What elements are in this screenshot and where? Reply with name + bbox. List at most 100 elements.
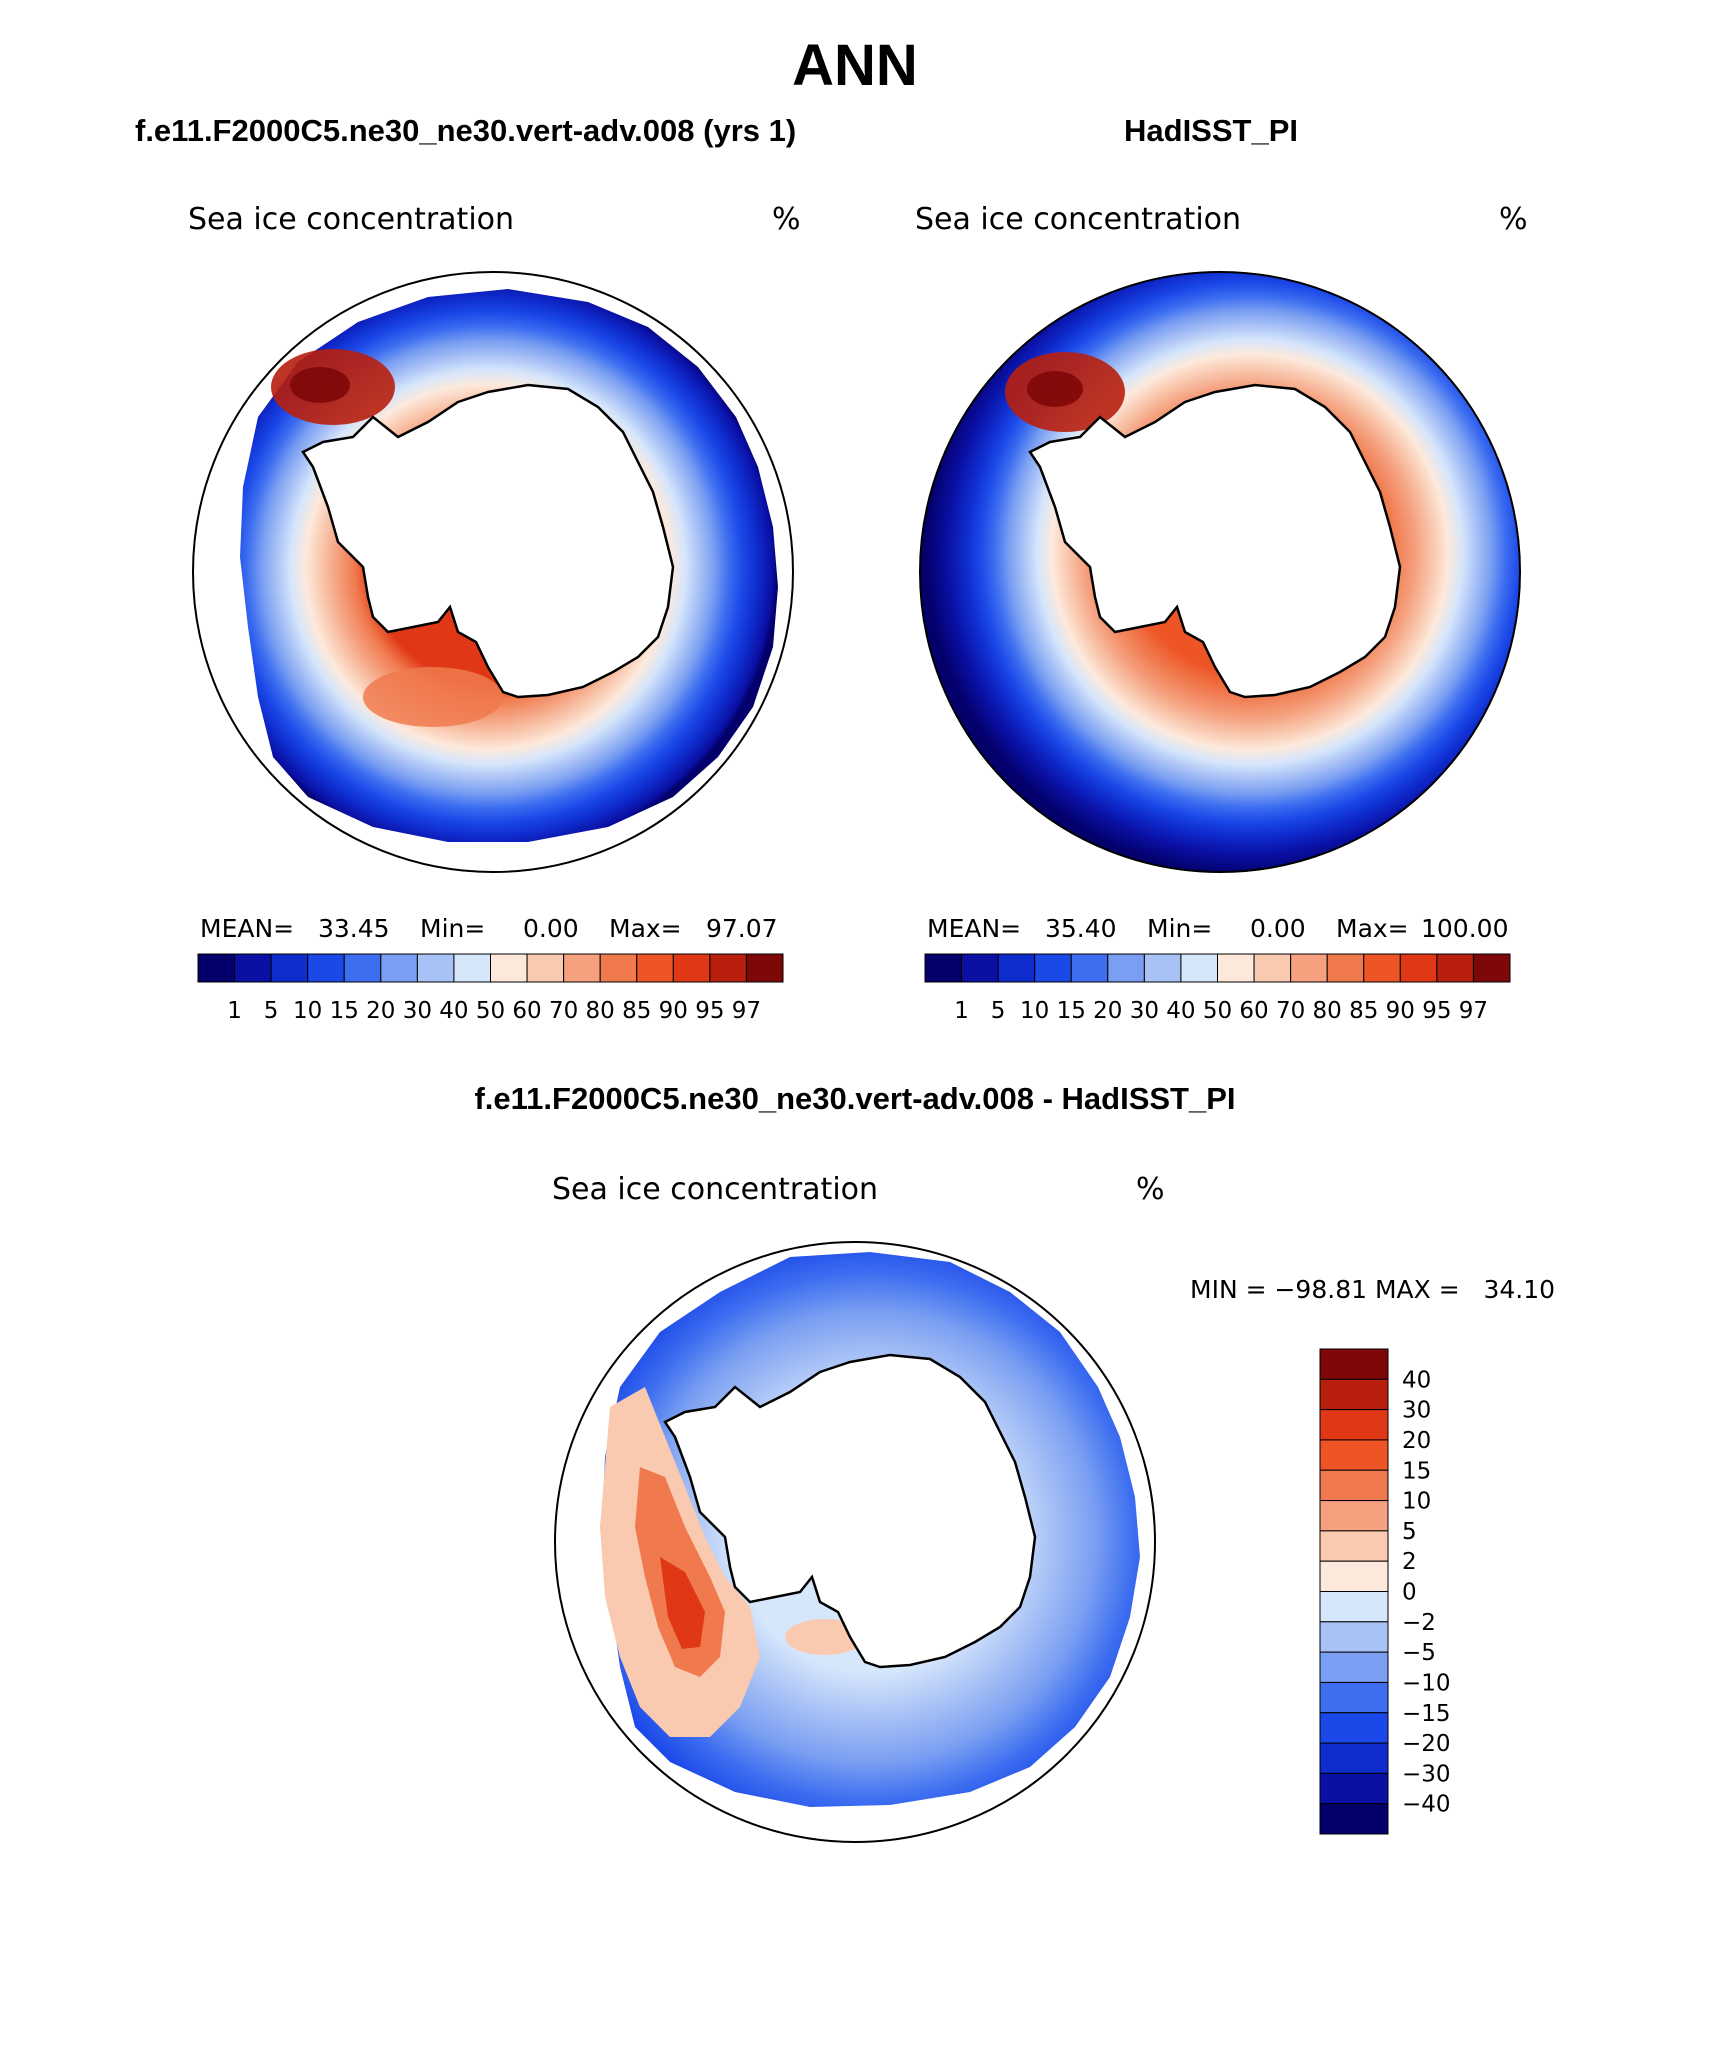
obs-polar-map <box>919 271 1521 873</box>
diff-colorbar-box <box>1319 1469 1389 1502</box>
obs-colorbar-tick-label: 20 <box>1093 998 1122 1024</box>
model-mean-label: MEAN= <box>200 914 295 943</box>
model-colorbar-box <box>563 953 601 983</box>
model-min-value: 0.00 <box>523 914 579 943</box>
diff-colorbar-box <box>1319 1530 1389 1562</box>
obs-min-value: 0.00 <box>1250 914 1306 943</box>
obs-colorbar-box <box>997 953 1036 983</box>
model-colorbar-tick-label: 85 <box>622 998 651 1024</box>
obs-colorbar-tick-label: 97 <box>1459 998 1488 1024</box>
obs-max-value: 100.00 <box>1421 914 1509 943</box>
model-panel-title: f.e11.F2000C5.ne30_ne30.vert-adv.008 (yr… <box>135 113 797 148</box>
obs-colorbar-box <box>1180 953 1218 983</box>
obs-colorbar-tick-label: 85 <box>1349 998 1378 1024</box>
diff-colorbar-box <box>1319 1500 1389 1532</box>
obs-colorbar-box <box>1107 953 1145 983</box>
diff-colorbar-tick-label: 10 <box>1402 1489 1431 1515</box>
obs-mean-value: 35.40 <box>1045 914 1117 943</box>
model-colorbar-box <box>599 953 638 983</box>
obs-colorbar-tick-label: 50 <box>1203 998 1232 1024</box>
model-max-label: Max= <box>609 914 682 943</box>
diff-colorbar-tick-label: −20 <box>1402 1731 1451 1757</box>
obs-colorbar-tick-label: 80 <box>1313 998 1342 1024</box>
model-colorbar-tick-label: 80 <box>586 998 615 1024</box>
model-colorbar-box <box>636 953 674 983</box>
diff-colorbar-box <box>1319 1803 1389 1835</box>
diff-colorbar-tick-label: 30 <box>1402 1398 1431 1424</box>
diff-colorbar-tick-label: 15 <box>1402 1458 1431 1484</box>
obs-colorbar-box <box>1326 953 1365 983</box>
obs-colorbar-tick-label: 1 <box>954 998 969 1024</box>
obs-min-label: Min= <box>1147 914 1213 943</box>
model-colorbar-box <box>453 953 491 983</box>
obs-colorbar-box <box>1034 953 1072 983</box>
diff-minmax-text: MIN = −98.81 MAX = 34.10 <box>1190 1275 1556 1304</box>
obs-panel-title: HadISST_PI <box>1124 113 1298 148</box>
obs-colorbar-tick-label: 90 <box>1386 998 1415 1024</box>
model-colorbar-box <box>270 953 309 983</box>
obs-colorbar-tick-label: 30 <box>1130 998 1159 1024</box>
obs-colorbar-box <box>1143 953 1182 983</box>
model-colorbar-box <box>526 953 565 983</box>
model-colorbar-box <box>709 953 747 983</box>
model-antarctica <box>301 383 675 699</box>
diff-colorbar-tick-label: −5 <box>1402 1640 1436 1666</box>
model-colorbar-box <box>672 953 711 983</box>
model-colorbar-tick-label: 1 <box>227 998 242 1024</box>
obs-mean-label: MEAN= <box>927 914 1022 943</box>
diff-colorbar-tick-label: −30 <box>1402 1761 1451 1787</box>
diff-colorbar-tick-label: 2 <box>1402 1549 1417 1575</box>
obs-colorbar-tick-label: 5 <box>991 998 1006 1024</box>
obs-colorbar-box <box>1399 953 1438 983</box>
model-colorbar-tick-label: 15 <box>330 998 359 1024</box>
obs-colorbar-box <box>1290 953 1328 983</box>
diff-colorbar-tick-label: −40 <box>1402 1792 1451 1818</box>
model-colorbar-box <box>197 953 236 983</box>
obs-colorbar-box <box>924 953 963 983</box>
model-variable-label: Sea ice concentration <box>188 202 515 237</box>
diff-colorbar-box <box>1319 1591 1389 1623</box>
model-units-label: % <box>772 202 801 237</box>
model-colorbar-tick-label: 60 <box>512 998 541 1024</box>
diff-colorbar-box <box>1319 1681 1389 1714</box>
model-colorbar-tick-label: 30 <box>403 998 432 1024</box>
obs-colorbar-box <box>1217 953 1255 983</box>
diff-colorbar-tick-label: 40 <box>1402 1367 1431 1393</box>
figure-title: ANN <box>792 33 918 98</box>
diff-units-label: % <box>1136 1172 1165 1207</box>
model-max-value: 97.07 <box>706 914 778 943</box>
diff-polar-map <box>554 1241 1156 1843</box>
obs-colorbar-box <box>1436 953 1474 983</box>
diff-colorbar-box <box>1319 1712 1389 1744</box>
diff-colorbar-tick-label: 0 <box>1402 1580 1417 1606</box>
obs-units-label: % <box>1499 202 1528 237</box>
obs-colorbar-box <box>1070 953 1109 983</box>
obs-colorbar-tick-label: 10 <box>1020 998 1049 1024</box>
model-colorbar-box <box>380 953 418 983</box>
model-polar-map <box>192 271 794 873</box>
diff-colorbar-tick-label: −10 <box>1402 1670 1451 1696</box>
diff-colorbar-box <box>1319 1651 1389 1683</box>
model-mean-value: 33.45 <box>318 914 390 943</box>
obs-colorbar-tick-label: 70 <box>1276 998 1305 1024</box>
obs-colorbar-box <box>1472 953 1511 983</box>
obs-colorbar-tick-label: 60 <box>1239 998 1268 1024</box>
obs-antarctica <box>1028 383 1402 699</box>
obs-colorbar-box <box>1363 953 1401 983</box>
model-colorbar-box <box>343 953 382 983</box>
obs-colorbar-tick-label: 40 <box>1166 998 1195 1024</box>
obs-colorbar: 1 5 10 15 20 30 40 50 60 70 80 85 90 95 97 <box>924 953 1511 1024</box>
diff-panel-title: f.e11.F2000C5.ne30_ne30.vert-adv.008 - H… <box>474 1081 1236 1116</box>
diff-colorbar-box <box>1319 1560 1389 1592</box>
diff-antarctica <box>663 1353 1037 1669</box>
model-colorbar-box <box>416 953 455 983</box>
diff-colorbar-box <box>1319 1348 1389 1380</box>
obs-colorbar-box <box>961 953 999 983</box>
model-colorbar-tick-label: 5 <box>264 998 279 1024</box>
obs-colorbar-tick-label: 95 <box>1422 998 1451 1024</box>
model-colorbar-box <box>234 953 272 983</box>
model-colorbar-tick-label: 70 <box>549 998 578 1024</box>
diff-colorbar-box <box>1319 1378 1389 1411</box>
model-colorbar-tick-label: 97 <box>732 998 761 1024</box>
obs-variable-label: Sea ice concentration <box>915 202 1242 237</box>
